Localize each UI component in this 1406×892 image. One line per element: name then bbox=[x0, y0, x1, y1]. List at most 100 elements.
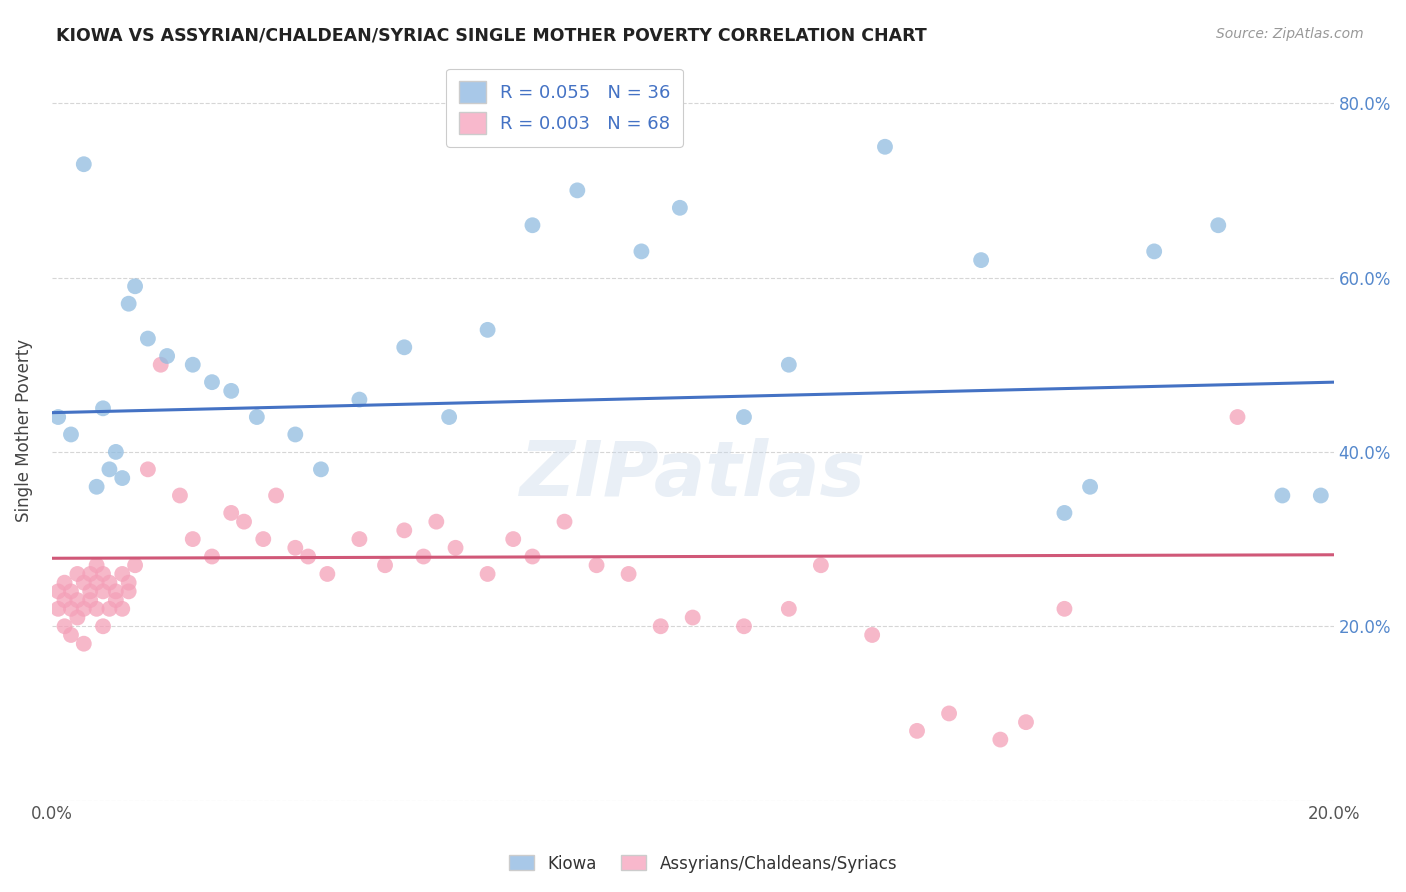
Point bbox=[46, 410, 69, 425]
Point bbox=[246, 410, 269, 425]
Point bbox=[650, 619, 672, 633]
Point bbox=[810, 558, 832, 573]
Point bbox=[149, 358, 172, 372]
Point bbox=[66, 566, 89, 581]
Point bbox=[124, 279, 146, 293]
Point bbox=[79, 593, 101, 607]
Point bbox=[1226, 410, 1249, 425]
Point bbox=[46, 602, 69, 616]
Point bbox=[111, 602, 134, 616]
Point bbox=[86, 602, 108, 616]
Point bbox=[136, 332, 159, 346]
Point bbox=[59, 602, 82, 616]
Legend: Kiowa, Assyrians/Chaldeans/Syriacs: Kiowa, Assyrians/Chaldeans/Syriacs bbox=[502, 848, 904, 880]
Point bbox=[46, 584, 69, 599]
Point bbox=[156, 349, 179, 363]
Point bbox=[682, 610, 704, 624]
Point bbox=[437, 410, 460, 425]
Point bbox=[91, 584, 114, 599]
Point bbox=[104, 445, 127, 459]
Point bbox=[118, 584, 141, 599]
Text: Source: ZipAtlas.com: Source: ZipAtlas.com bbox=[1216, 27, 1364, 41]
Point bbox=[111, 566, 134, 581]
Point bbox=[201, 375, 224, 389]
Point bbox=[297, 549, 319, 564]
Point bbox=[778, 358, 800, 372]
Point bbox=[91, 619, 114, 633]
Point bbox=[91, 566, 114, 581]
Point bbox=[86, 480, 108, 494]
Point bbox=[66, 593, 89, 607]
Point bbox=[73, 602, 96, 616]
Point bbox=[477, 566, 499, 581]
Point bbox=[873, 140, 896, 154]
Point bbox=[219, 506, 242, 520]
Point bbox=[136, 462, 159, 476]
Point bbox=[1053, 506, 1076, 520]
Point bbox=[111, 471, 134, 485]
Point bbox=[79, 584, 101, 599]
Point bbox=[860, 628, 883, 642]
Point bbox=[284, 541, 307, 555]
Point bbox=[73, 575, 96, 590]
Point bbox=[53, 575, 76, 590]
Point bbox=[181, 532, 204, 546]
Point bbox=[349, 532, 371, 546]
Point bbox=[219, 384, 242, 398]
Point bbox=[970, 253, 993, 268]
Point bbox=[394, 524, 416, 538]
Text: KIOWA VS ASSYRIAN/CHALDEAN/SYRIAC SINGLE MOTHER POVERTY CORRELATION CHART: KIOWA VS ASSYRIAN/CHALDEAN/SYRIAC SINGLE… bbox=[56, 27, 927, 45]
Point bbox=[59, 427, 82, 442]
Point bbox=[374, 558, 396, 573]
Point bbox=[86, 558, 108, 573]
Point bbox=[669, 201, 692, 215]
Point bbox=[1078, 480, 1101, 494]
Text: ZIPatlas: ZIPatlas bbox=[520, 438, 866, 512]
Point bbox=[394, 340, 416, 354]
Point bbox=[91, 401, 114, 416]
Point bbox=[264, 488, 287, 502]
Point bbox=[79, 566, 101, 581]
Point bbox=[104, 584, 127, 599]
Point bbox=[522, 219, 544, 233]
Point bbox=[118, 296, 141, 310]
Point bbox=[1053, 602, 1076, 616]
Point bbox=[617, 566, 640, 581]
Point bbox=[233, 515, 256, 529]
Point bbox=[124, 558, 146, 573]
Legend: R = 0.055   N = 36, R = 0.003   N = 68: R = 0.055 N = 36, R = 0.003 N = 68 bbox=[446, 69, 683, 147]
Point bbox=[252, 532, 274, 546]
Point bbox=[585, 558, 607, 573]
Point bbox=[733, 410, 755, 425]
Point bbox=[316, 566, 339, 581]
Point bbox=[502, 532, 524, 546]
Point bbox=[53, 593, 76, 607]
Point bbox=[98, 575, 121, 590]
Point bbox=[349, 392, 371, 407]
Point bbox=[425, 515, 447, 529]
Point bbox=[553, 515, 575, 529]
Point bbox=[733, 619, 755, 633]
Point bbox=[1309, 488, 1331, 502]
Point bbox=[444, 541, 467, 555]
Point bbox=[309, 462, 332, 476]
Point bbox=[181, 358, 204, 372]
Point bbox=[477, 323, 499, 337]
Point bbox=[104, 593, 127, 607]
Point bbox=[98, 462, 121, 476]
Point bbox=[630, 244, 652, 259]
Point bbox=[73, 157, 96, 171]
Point bbox=[938, 706, 960, 721]
Point bbox=[905, 723, 928, 738]
Point bbox=[66, 610, 89, 624]
Point bbox=[53, 619, 76, 633]
Point bbox=[567, 183, 589, 197]
Point bbox=[1206, 219, 1229, 233]
Y-axis label: Single Mother Poverty: Single Mother Poverty bbox=[15, 339, 32, 522]
Point bbox=[169, 488, 191, 502]
Point bbox=[118, 575, 141, 590]
Point bbox=[1015, 715, 1038, 730]
Point bbox=[86, 575, 108, 590]
Point bbox=[59, 584, 82, 599]
Point bbox=[522, 549, 544, 564]
